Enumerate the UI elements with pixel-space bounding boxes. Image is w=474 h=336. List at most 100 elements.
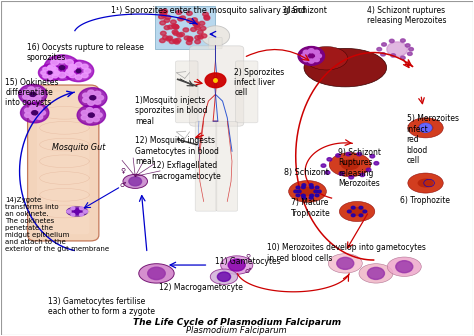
Circle shape — [201, 34, 207, 38]
Circle shape — [73, 208, 82, 215]
Ellipse shape — [139, 264, 174, 283]
Text: 6) Trophozite: 6) Trophozite — [400, 197, 449, 205]
Text: 12) Mosquito ingests
Gametocytes in blood
meal: 12) Mosquito ingests Gametocytes in bloo… — [135, 136, 219, 166]
Circle shape — [195, 26, 201, 30]
Circle shape — [198, 30, 203, 34]
Circle shape — [179, 33, 184, 37]
Circle shape — [359, 214, 363, 217]
Circle shape — [90, 96, 96, 100]
Circle shape — [36, 115, 43, 119]
Circle shape — [93, 117, 100, 122]
Ellipse shape — [210, 269, 237, 285]
Circle shape — [367, 267, 384, 280]
Ellipse shape — [305, 47, 347, 70]
Circle shape — [173, 25, 179, 29]
Circle shape — [77, 105, 106, 125]
Circle shape — [310, 186, 314, 188]
Circle shape — [351, 214, 355, 217]
Circle shape — [80, 213, 83, 216]
Circle shape — [401, 39, 405, 42]
Circle shape — [302, 184, 306, 186]
Circle shape — [25, 108, 31, 113]
Circle shape — [193, 22, 199, 26]
Circle shape — [199, 21, 205, 25]
Circle shape — [162, 10, 167, 14]
Circle shape — [64, 60, 94, 82]
Circle shape — [159, 15, 164, 19]
Circle shape — [69, 73, 76, 78]
Circle shape — [347, 210, 351, 213]
Circle shape — [36, 106, 43, 111]
Text: ♀: ♀ — [120, 167, 125, 173]
Circle shape — [405, 44, 410, 47]
Circle shape — [349, 176, 354, 179]
Ellipse shape — [328, 254, 362, 273]
Circle shape — [408, 52, 412, 55]
Circle shape — [160, 39, 165, 43]
Circle shape — [88, 90, 94, 95]
Circle shape — [53, 67, 58, 71]
Circle shape — [200, 27, 206, 30]
Circle shape — [374, 162, 379, 165]
Circle shape — [301, 194, 305, 197]
Circle shape — [187, 37, 193, 41]
Circle shape — [34, 88, 41, 92]
Circle shape — [82, 64, 88, 69]
Circle shape — [178, 17, 183, 21]
Ellipse shape — [341, 159, 359, 170]
Circle shape — [309, 49, 314, 53]
FancyBboxPatch shape — [195, 122, 217, 211]
Circle shape — [169, 40, 175, 44]
Circle shape — [30, 105, 36, 110]
Text: 13) Gametocytes fertilise
each other to form a zygote: 13) Gametocytes fertilise each other to … — [48, 297, 155, 316]
Circle shape — [321, 164, 326, 167]
Circle shape — [172, 24, 177, 28]
FancyBboxPatch shape — [216, 122, 237, 211]
Circle shape — [41, 71, 46, 75]
Circle shape — [204, 16, 210, 20]
Text: 12) Exflagellated
macrogametocyte: 12) Exflagellated macrogametocyte — [152, 161, 221, 181]
Text: ♂: ♂ — [245, 268, 251, 274]
Ellipse shape — [359, 264, 393, 283]
Circle shape — [359, 206, 363, 209]
Circle shape — [37, 92, 44, 97]
Circle shape — [302, 197, 306, 199]
FancyBboxPatch shape — [190, 46, 244, 126]
Circle shape — [65, 59, 73, 65]
Ellipse shape — [329, 153, 371, 177]
Text: 4) Schizont ruptures
releasing Merozoites: 4) Schizont ruptures releasing Merozoite… — [366, 6, 446, 25]
Circle shape — [69, 65, 76, 71]
Circle shape — [160, 21, 165, 25]
Text: 14)Zygote
transforms into
an ookinete.
The ookinetes
penetrate the
midgut epithe: 14)Zygote transforms into an ookinete. T… — [5, 197, 109, 252]
Circle shape — [173, 39, 178, 43]
Circle shape — [396, 261, 413, 273]
Ellipse shape — [304, 48, 387, 87]
Circle shape — [58, 72, 66, 78]
Text: 16) Oocysts rupture to release
sporozites: 16) Oocysts rupture to release sporozite… — [27, 43, 144, 62]
Text: 1)Mosquito injects
sporozites in blood
meal: 1)Mosquito injects sporozites in blood m… — [135, 96, 208, 126]
Circle shape — [296, 186, 300, 189]
Circle shape — [88, 100, 94, 105]
Circle shape — [171, 20, 176, 24]
Circle shape — [167, 36, 173, 40]
Ellipse shape — [66, 207, 88, 216]
Circle shape — [360, 173, 365, 176]
Circle shape — [97, 95, 104, 100]
Circle shape — [58, 57, 66, 63]
Ellipse shape — [299, 186, 316, 196]
FancyBboxPatch shape — [209, 38, 222, 49]
Circle shape — [180, 16, 185, 20]
Circle shape — [173, 25, 178, 29]
Circle shape — [366, 168, 371, 171]
Circle shape — [148, 267, 165, 280]
Circle shape — [71, 213, 75, 216]
Circle shape — [55, 71, 60, 75]
Circle shape — [176, 10, 182, 14]
Circle shape — [420, 124, 431, 132]
Circle shape — [218, 272, 230, 282]
Circle shape — [184, 36, 190, 40]
Circle shape — [193, 21, 199, 25]
Circle shape — [94, 99, 101, 104]
Circle shape — [38, 64, 62, 81]
FancyBboxPatch shape — [235, 61, 258, 123]
